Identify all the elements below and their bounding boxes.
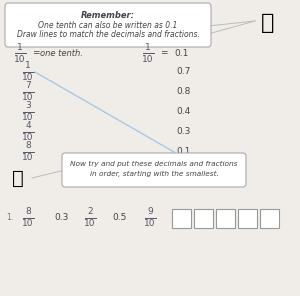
Text: 4: 4 xyxy=(25,121,31,131)
Text: 10: 10 xyxy=(22,94,34,102)
Text: Remember:: Remember: xyxy=(81,11,135,20)
Text: One tenth can also be written as 0.1: One tenth can also be written as 0.1 xyxy=(38,21,178,30)
Text: 8: 8 xyxy=(25,141,31,150)
Text: 10: 10 xyxy=(14,54,26,64)
Bar xyxy=(194,208,213,228)
Text: in order, starting with the smallest.: in order, starting with the smallest. xyxy=(90,171,218,177)
Text: 10: 10 xyxy=(22,133,34,142)
Text: 0.8: 0.8 xyxy=(176,88,190,96)
Text: 1.: 1. xyxy=(6,213,13,223)
Text: 🐢: 🐢 xyxy=(12,168,24,187)
Text: 0.1: 0.1 xyxy=(176,147,190,157)
Text: 10: 10 xyxy=(22,113,34,123)
Text: 0.5: 0.5 xyxy=(113,213,127,223)
Text: Now try and put these decimals and fractions: Now try and put these decimals and fract… xyxy=(70,161,238,167)
Bar xyxy=(172,208,191,228)
FancyBboxPatch shape xyxy=(62,153,246,187)
Text: 10: 10 xyxy=(22,154,34,163)
Text: 10: 10 xyxy=(144,220,156,229)
Bar xyxy=(216,208,235,228)
Text: 3: 3 xyxy=(25,102,31,110)
Text: one tenth.: one tenth. xyxy=(40,49,83,57)
Text: 0.3: 0.3 xyxy=(176,128,190,136)
Text: 1: 1 xyxy=(25,62,31,70)
Bar xyxy=(260,208,279,228)
Text: 0.3: 0.3 xyxy=(55,213,69,223)
FancyBboxPatch shape xyxy=(5,3,211,47)
Text: =: = xyxy=(160,49,167,57)
Text: 9: 9 xyxy=(147,207,153,216)
Text: 0.4: 0.4 xyxy=(176,107,190,117)
Text: 🐢: 🐢 xyxy=(261,13,275,33)
Text: 1: 1 xyxy=(145,43,151,52)
Text: =: = xyxy=(32,49,40,57)
Text: 0.7: 0.7 xyxy=(176,67,190,76)
Text: 10: 10 xyxy=(84,220,96,229)
Text: 10: 10 xyxy=(22,73,34,83)
Text: 8: 8 xyxy=(25,207,31,216)
Text: 10: 10 xyxy=(142,54,154,64)
Text: Draw lines to match the decimals and fractions.: Draw lines to match the decimals and fra… xyxy=(16,30,200,39)
Text: 7: 7 xyxy=(25,81,31,91)
Text: 1: 1 xyxy=(17,43,23,52)
Text: 10: 10 xyxy=(22,220,34,229)
Bar xyxy=(238,208,257,228)
Text: 0.1: 0.1 xyxy=(174,49,188,57)
Text: 2: 2 xyxy=(87,207,93,216)
